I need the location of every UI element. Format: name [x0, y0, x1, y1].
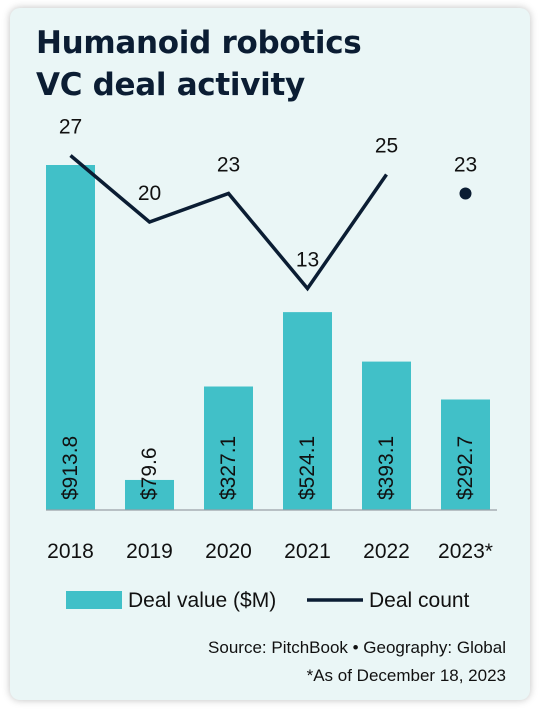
source-note: Source: PitchBook • Geography: Global — [208, 638, 506, 657]
bar-value-label-2020: $327.1 — [217, 436, 240, 500]
chart-card — [10, 8, 530, 700]
bar-2020 — [204, 386, 253, 510]
bar-value-label-2021: $524.1 — [296, 436, 319, 500]
x-tick-label-2018: 2018 — [47, 540, 94, 563]
bar-2021 — [283, 312, 332, 510]
bar-value-label-2019: $79.6 — [138, 447, 161, 500]
deal-count-label-2022: 25 — [375, 135, 398, 158]
bar-2023* — [441, 399, 490, 510]
deal-count-point-2023* — [459, 187, 472, 200]
deal-count-label-2019: 20 — [138, 182, 161, 205]
title-line-2: VC deal activity — [36, 67, 305, 103]
x-tick-label-2023*: 2023* — [438, 540, 493, 563]
deal-count-label-2018: 27 — [59, 116, 82, 139]
bar-2022 — [362, 361, 411, 510]
x-tick-label-2020: 2020 — [205, 540, 252, 563]
x-tick-label-2022: 2022 — [363, 540, 410, 563]
deal-count-line — [69, 154, 388, 292]
bar-2019 — [125, 479, 174, 510]
legend-swatch-deal-value — [66, 591, 122, 609]
chart-title: Humanoid robotics VC deal activity — [36, 22, 496, 106]
x-tick-label-2019: 2019 — [126, 540, 173, 563]
legend-label-deal-value: Deal value ($M) — [128, 589, 276, 612]
bar-value-label-2018: $913.8 — [59, 436, 82, 500]
deal-count-label-2021: 13 — [296, 249, 319, 272]
bar-value-label-2022: $393.1 — [375, 436, 398, 500]
date-footnote: *As of December 18, 2023 — [306, 666, 506, 685]
legend-label-deal-count: Deal count — [369, 589, 470, 612]
title-line-1: Humanoid robotics — [36, 25, 362, 61]
bar-2018 — [46, 165, 95, 510]
deal-count-label-2020: 23 — [217, 154, 240, 177]
bar-value-label-2023*: $292.7 — [454, 436, 477, 500]
deal-count-label-2023*: 23 — [454, 154, 477, 177]
x-tick-label-2021: 2021 — [284, 540, 331, 563]
